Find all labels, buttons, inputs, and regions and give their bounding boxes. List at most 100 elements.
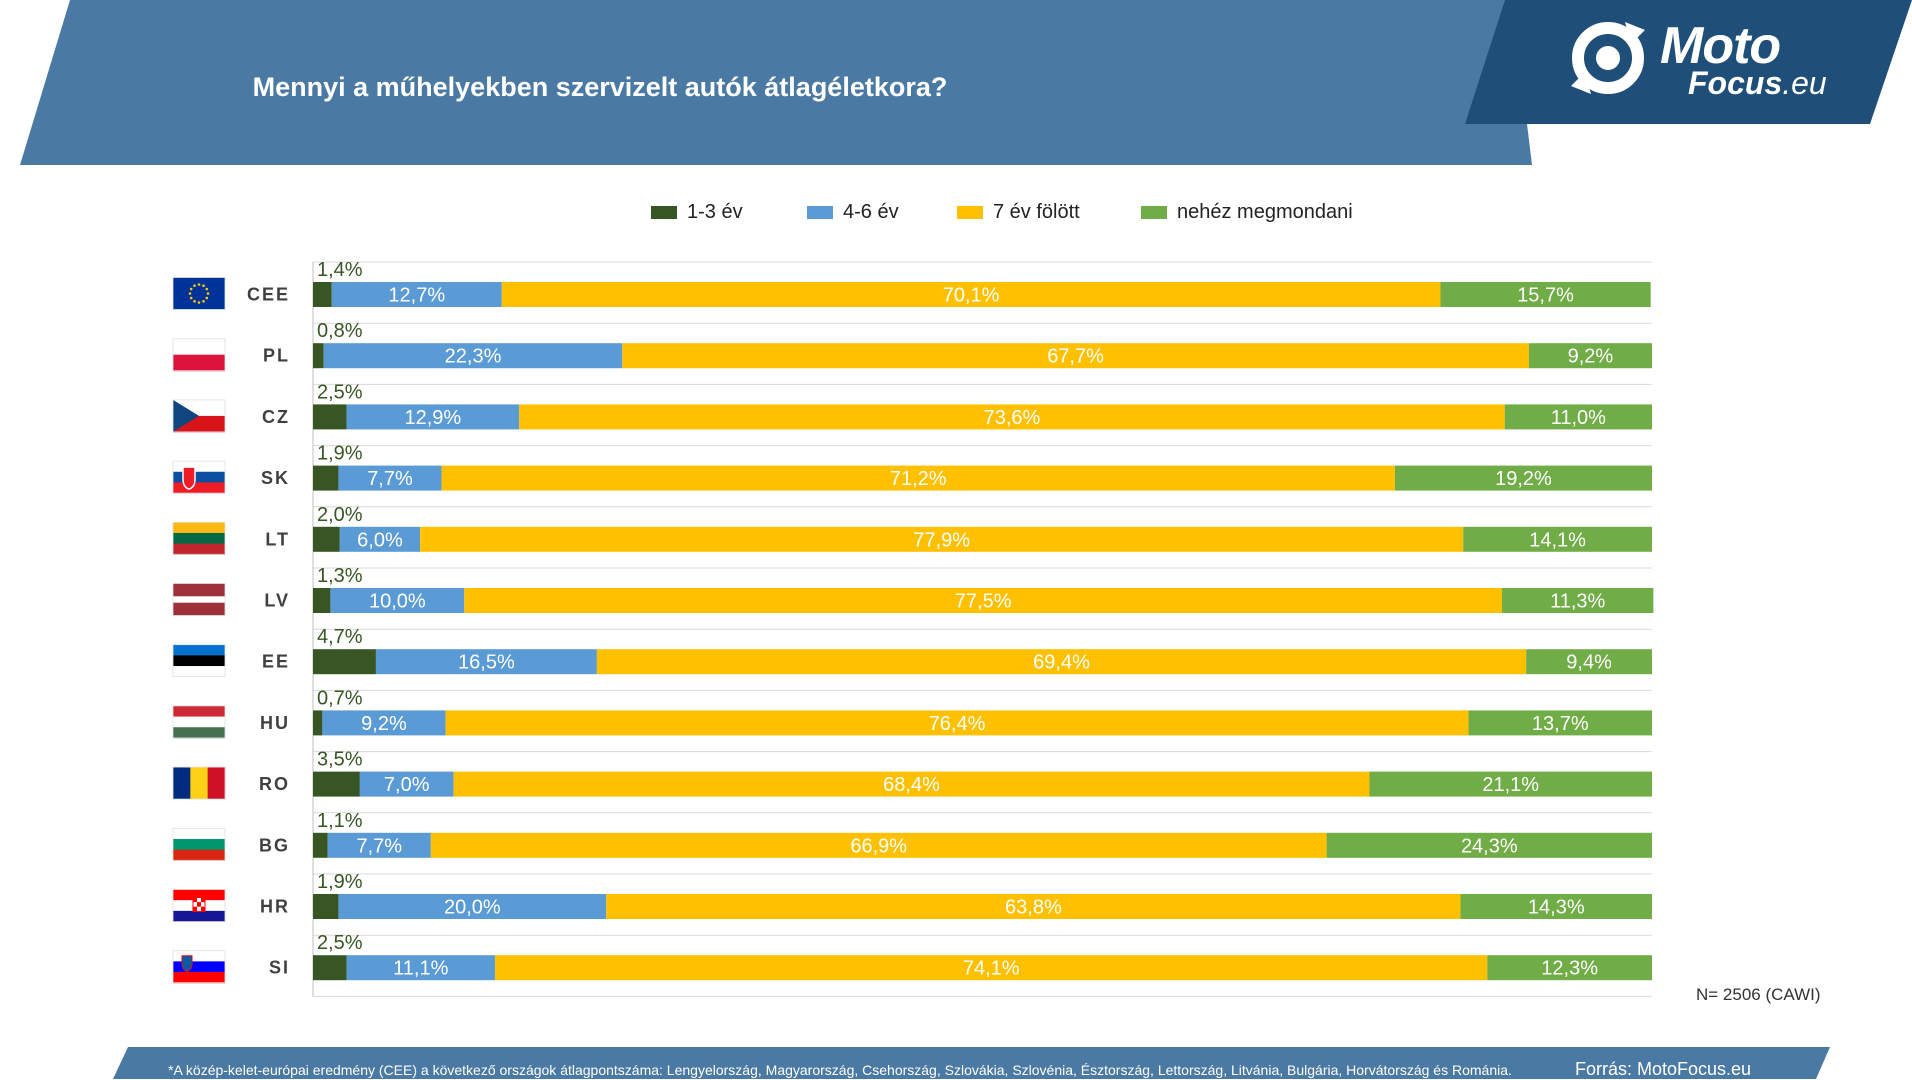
bar-segment bbox=[1526, 649, 1652, 675]
data-label: 14,1% bbox=[1529, 529, 1586, 551]
bar-segment bbox=[1440, 282, 1651, 307]
category-label: EE bbox=[262, 652, 290, 672]
source-label: Forrás: MotoFocus.eu bbox=[1575, 1059, 1752, 1079]
flag-part bbox=[173, 522, 225, 534]
flag-ee-icon bbox=[172, 644, 226, 678]
bar-segment bbox=[313, 465, 339, 491]
hr-check bbox=[193, 906, 197, 912]
bar-segment bbox=[1394, 465, 1652, 491]
bar-segment bbox=[313, 894, 339, 919]
bar-segment bbox=[441, 465, 1395, 491]
data-label: 11,3% bbox=[1550, 591, 1605, 613]
flag-hu-icon bbox=[172, 705, 226, 739]
eu-star bbox=[206, 292, 210, 295]
data-label: 67,7% bbox=[1047, 346, 1104, 368]
data-label: 20,0% bbox=[444, 897, 501, 919]
data-label: 11,1% bbox=[393, 958, 448, 980]
data-label: 9,2% bbox=[1568, 346, 1614, 368]
bar-segment bbox=[1468, 710, 1652, 736]
data-label: 7,7% bbox=[367, 468, 413, 490]
flag-si-icon bbox=[172, 950, 226, 984]
flag-part bbox=[173, 705, 225, 718]
legend-label: 4-6 év bbox=[843, 200, 899, 223]
bar-row-hu: HU 0,7% 9,2% 76,4% 13,7% bbox=[172, 687, 1652, 739]
bar-segment bbox=[1487, 955, 1652, 981]
category-label: CZ bbox=[262, 407, 290, 427]
bar-segment bbox=[339, 526, 421, 552]
flag-part bbox=[173, 849, 225, 861]
bar-segment bbox=[338, 894, 607, 919]
data-label: 22,3% bbox=[445, 346, 502, 368]
category-label: PL bbox=[263, 346, 290, 366]
flag-lv-icon bbox=[172, 583, 226, 616]
bar-segment bbox=[313, 526, 340, 552]
flag-part bbox=[173, 727, 225, 739]
data-label: 70,1% bbox=[943, 285, 1000, 307]
flag-cz-icon bbox=[172, 399, 226, 433]
data-label: 63,8% bbox=[1005, 897, 1062, 919]
bar-row-pl: PL 0,8% 22,3% 67,7% 9,2% bbox=[172, 320, 1652, 372]
flag-eu-icon bbox=[172, 277, 226, 310]
bar-segment bbox=[1504, 404, 1652, 430]
category-label: HR bbox=[260, 897, 290, 917]
bar-segment bbox=[313, 404, 347, 430]
flag-part bbox=[173, 461, 225, 473]
flag-border bbox=[172, 889, 226, 922]
hr-check bbox=[193, 897, 197, 903]
legend-swatch bbox=[651, 205, 677, 219]
bar-segment bbox=[313, 710, 323, 736]
flag-part bbox=[173, 471, 225, 483]
data-label: 14,3% bbox=[1528, 897, 1585, 919]
bar-segment bbox=[313, 955, 347, 981]
data-label: 9,4% bbox=[1566, 652, 1612, 674]
category-label: BG bbox=[259, 835, 290, 855]
flag-part bbox=[173, 889, 225, 901]
bar-segment bbox=[1369, 771, 1652, 797]
bar-row-lt: LT 2,0% 6,0% 77,9% 14,1% bbox=[172, 504, 1652, 555]
data-label: 73,6% bbox=[984, 407, 1041, 429]
legend-swatch bbox=[957, 205, 983, 219]
eu-star bbox=[193, 284, 196, 288]
bar-segment bbox=[327, 832, 431, 858]
bar-segment bbox=[622, 343, 1529, 369]
flag-part bbox=[207, 767, 226, 800]
bar-segment bbox=[519, 404, 1505, 430]
data-label: 4,7% bbox=[317, 626, 363, 648]
flag-hr-icon bbox=[172, 889, 226, 922]
bar-segment bbox=[445, 710, 1469, 736]
gridlines bbox=[312, 261, 1652, 997]
bar-segment bbox=[313, 343, 324, 369]
bar-segment bbox=[1528, 343, 1652, 369]
flag-border bbox=[172, 705, 226, 739]
flag-border bbox=[172, 338, 226, 372]
legend-label: 1-3 év bbox=[687, 200, 743, 223]
data-label: 15,7% bbox=[1517, 285, 1574, 307]
bar-segment bbox=[359, 771, 454, 797]
bar-segment bbox=[338, 465, 442, 491]
motofocus-logo[interactable]: Moto Focus.eu bbox=[1565, 10, 1885, 110]
bar-segment bbox=[606, 894, 1461, 919]
data-label: 12,9% bbox=[404, 407, 461, 429]
logo-text-top: Moto bbox=[1660, 17, 1781, 75]
data-label: 19,2% bbox=[1495, 468, 1552, 490]
bar-segment bbox=[322, 710, 446, 736]
bar-row-hr: HR 1,9% 20,0% 63,8% 14,3% bbox=[172, 871, 1652, 922]
data-label: 21,1% bbox=[1482, 774, 1539, 796]
si-shield bbox=[181, 955, 193, 973]
flag-part bbox=[173, 910, 225, 922]
flag-border bbox=[172, 766, 226, 800]
bar-segment bbox=[330, 588, 465, 613]
logo-ring-icon bbox=[1571, 22, 1645, 94]
flag-border bbox=[172, 399, 226, 433]
eu-star bbox=[193, 299, 196, 303]
flag-part bbox=[173, 828, 225, 840]
hr-check bbox=[201, 906, 205, 912]
footnote: *A közép-kelet-európai eredmény (CEE) a … bbox=[168, 1062, 1512, 1078]
bar-segment bbox=[313, 282, 332, 307]
eu-star bbox=[205, 296, 209, 300]
footer-banner bbox=[113, 1047, 1830, 1079]
bar-segment bbox=[420, 526, 1464, 552]
category-label: SK bbox=[261, 468, 290, 488]
flag-pl-icon bbox=[172, 338, 226, 372]
